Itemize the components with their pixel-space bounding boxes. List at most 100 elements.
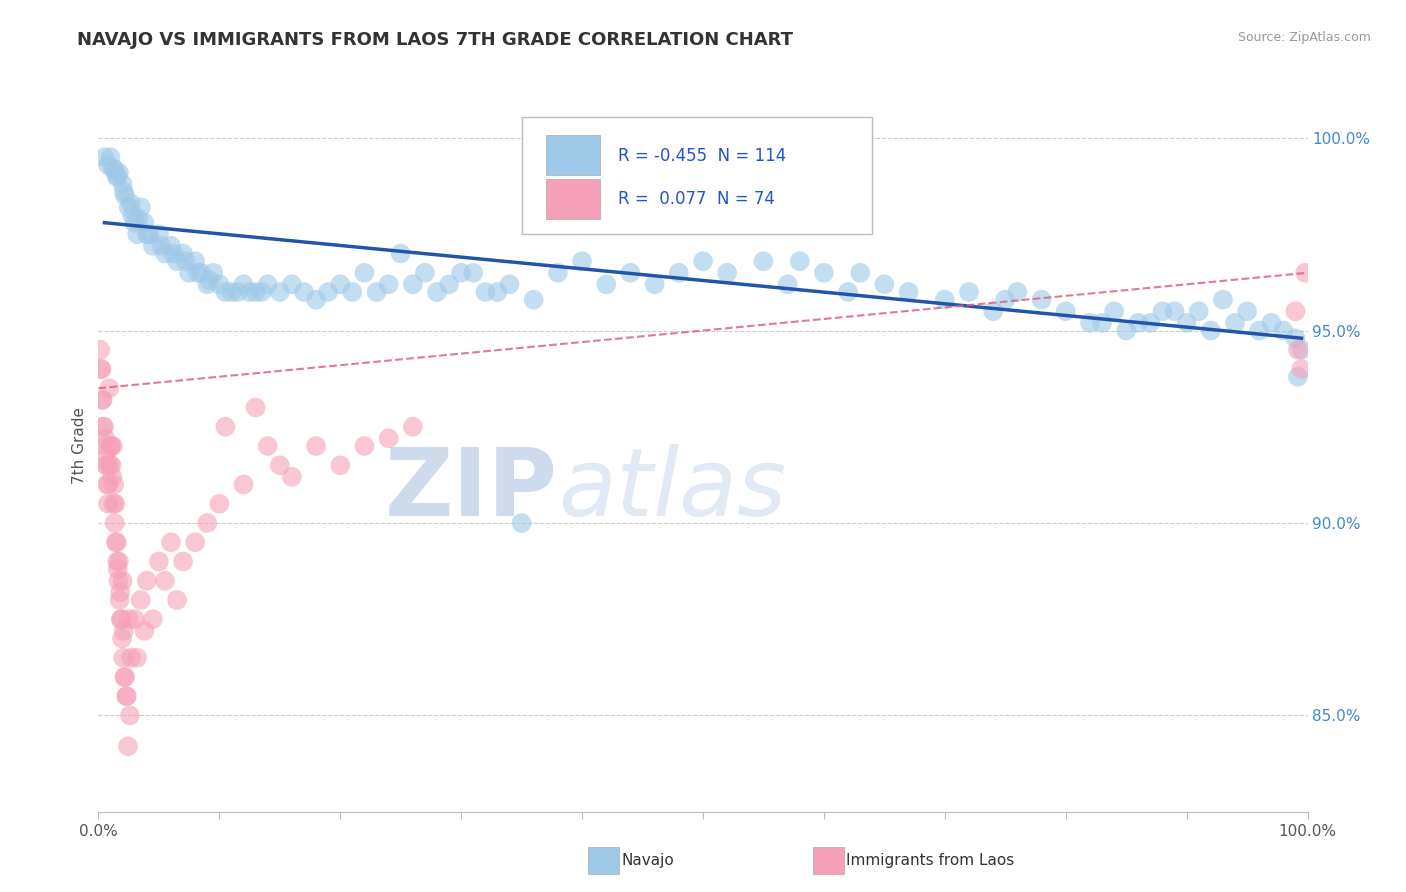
Point <box>256 439 278 453</box>
Point <box>124 612 146 626</box>
Point <box>245 401 267 415</box>
Point <box>316 285 339 299</box>
Point <box>571 254 593 268</box>
Point <box>1236 304 1258 318</box>
Point <box>134 216 156 230</box>
Point <box>450 266 472 280</box>
FancyBboxPatch shape <box>546 179 600 219</box>
Point <box>101 439 124 453</box>
Point <box>619 266 641 280</box>
Point <box>329 277 352 292</box>
Point <box>107 169 129 184</box>
Point <box>91 392 114 407</box>
Point <box>202 266 225 280</box>
Point <box>1188 304 1211 318</box>
Point <box>148 227 170 242</box>
Point <box>426 285 449 299</box>
Point <box>114 670 136 684</box>
Point <box>644 277 666 292</box>
Point <box>93 439 115 453</box>
Point <box>198 273 221 287</box>
Point <box>100 150 122 164</box>
Point <box>486 285 509 299</box>
Point <box>214 419 236 434</box>
Point <box>110 612 132 626</box>
Point <box>1291 343 1313 357</box>
Point <box>195 277 218 292</box>
Point <box>160 239 183 253</box>
Text: R = -0.455  N = 114: R = -0.455 N = 114 <box>619 146 786 165</box>
Point <box>353 266 375 280</box>
Point <box>837 285 859 299</box>
Point <box>107 574 129 588</box>
Text: ZIP: ZIP <box>385 444 558 536</box>
Point <box>498 277 520 292</box>
Point <box>172 554 194 568</box>
Point <box>668 266 690 280</box>
Point <box>232 477 254 491</box>
Point <box>510 516 533 530</box>
Point <box>104 497 127 511</box>
Point <box>716 266 738 280</box>
Point <box>776 277 799 292</box>
Point <box>127 227 149 242</box>
Point <box>100 439 122 453</box>
Point <box>1284 304 1306 318</box>
Y-axis label: 7th Grade: 7th Grade <box>72 408 87 484</box>
Point <box>118 612 141 626</box>
Text: Navajo: Navajo <box>621 854 675 868</box>
Point <box>104 535 127 549</box>
Point <box>208 497 231 511</box>
Text: NAVAJO VS IMMIGRANTS FROM LAOS 7TH GRADE CORRELATION CHART: NAVAJO VS IMMIGRANTS FROM LAOS 7TH GRADE… <box>77 31 793 49</box>
Point <box>100 439 122 453</box>
Point <box>124 216 146 230</box>
Point <box>111 178 134 192</box>
Text: Source: ZipAtlas.com: Source: ZipAtlas.com <box>1237 31 1371 45</box>
Point <box>1163 304 1185 318</box>
Point <box>849 266 872 280</box>
Point <box>1291 362 1313 376</box>
Point <box>108 166 131 180</box>
Point <box>1212 293 1234 307</box>
Point <box>994 293 1017 307</box>
Point <box>595 277 617 292</box>
Point <box>166 593 188 607</box>
Point <box>127 211 149 226</box>
Point <box>115 690 138 704</box>
Point <box>353 439 375 453</box>
Point <box>934 293 956 307</box>
Point <box>256 277 278 292</box>
Point <box>292 285 315 299</box>
Point <box>474 285 496 299</box>
Point <box>437 277 460 292</box>
Text: Immigrants from Laos: Immigrants from Laos <box>846 854 1015 868</box>
Point <box>129 200 152 214</box>
Point <box>402 277 425 292</box>
Point <box>1091 316 1114 330</box>
Point <box>96 447 118 461</box>
Point <box>105 535 128 549</box>
Point <box>342 285 364 299</box>
Point <box>1199 324 1222 338</box>
Point <box>93 150 115 164</box>
Point <box>114 188 136 202</box>
Point <box>226 285 249 299</box>
Point <box>897 285 920 299</box>
Point <box>98 458 121 473</box>
Point <box>120 650 142 665</box>
Point <box>377 431 399 445</box>
Point <box>96 477 118 491</box>
Point <box>1031 293 1053 307</box>
Point <box>1223 316 1246 330</box>
Point <box>184 254 207 268</box>
Point <box>105 169 128 184</box>
Point <box>100 458 122 473</box>
Point <box>245 285 267 299</box>
Point <box>402 419 425 434</box>
Point <box>413 266 436 280</box>
Point <box>1294 266 1316 280</box>
Point <box>112 650 135 665</box>
Text: R =  0.077  N = 74: R = 0.077 N = 74 <box>619 190 775 208</box>
Point <box>108 554 131 568</box>
Point <box>112 185 135 199</box>
